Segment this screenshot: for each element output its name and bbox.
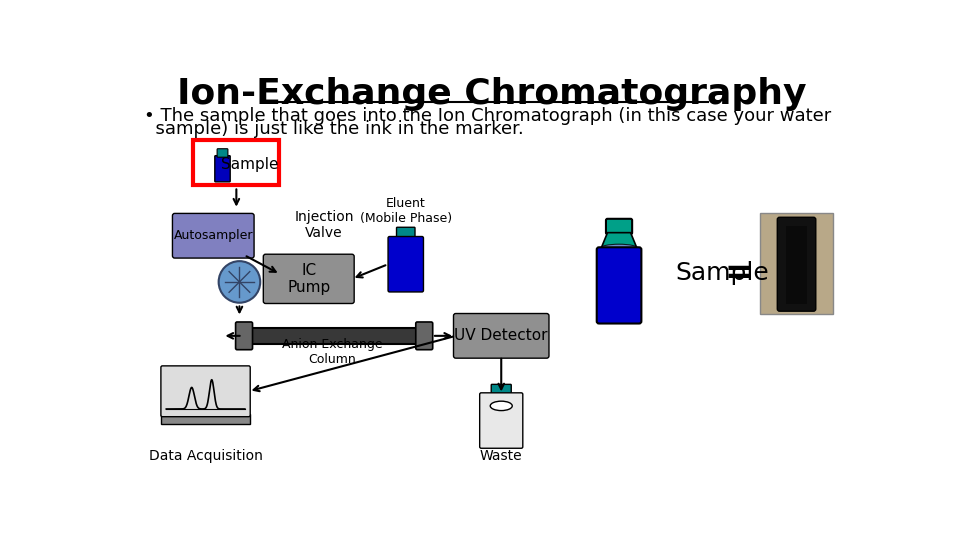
Text: Waste: Waste (480, 449, 522, 463)
FancyBboxPatch shape (217, 148, 228, 157)
FancyBboxPatch shape (173, 213, 254, 258)
Text: Eluent
(Mobile Phase): Eluent (Mobile Phase) (360, 197, 452, 225)
Text: =: = (725, 256, 753, 289)
Text: Sample: Sample (675, 261, 769, 285)
FancyBboxPatch shape (778, 217, 816, 311)
FancyBboxPatch shape (597, 247, 641, 323)
Bar (760, 213, 833, 314)
FancyBboxPatch shape (416, 322, 433, 350)
Text: Sample: Sample (222, 157, 279, 172)
Bar (161, 414, 251, 424)
Ellipse shape (601, 244, 637, 252)
FancyBboxPatch shape (606, 219, 632, 234)
Text: • The sample that goes into the Ion Chromatograph (in this case your water: • The sample that goes into the Ion Chro… (144, 106, 831, 125)
Text: IC
Pump: IC Pump (287, 262, 330, 295)
FancyBboxPatch shape (215, 156, 230, 182)
Text: Data Acquisition: Data Acquisition (149, 449, 262, 463)
Text: Anion Exchange
Column: Anion Exchange Column (281, 338, 382, 366)
FancyBboxPatch shape (235, 322, 252, 350)
Bar (244, 328, 424, 343)
Ellipse shape (491, 401, 513, 410)
FancyBboxPatch shape (492, 384, 512, 395)
Text: UV Detector: UV Detector (454, 328, 548, 343)
FancyBboxPatch shape (161, 366, 251, 417)
Polygon shape (601, 233, 637, 249)
FancyBboxPatch shape (263, 254, 354, 303)
Circle shape (219, 261, 260, 303)
Bar (785, 226, 807, 304)
FancyBboxPatch shape (388, 237, 423, 292)
Text: sample) is just like the ink in the marker.: sample) is just like the ink in the mark… (144, 120, 524, 138)
Text: Injection
Valve: Injection Valve (295, 210, 354, 240)
FancyBboxPatch shape (480, 393, 523, 448)
Text: Ion-Exchange Chromatography: Ion-Exchange Chromatography (178, 77, 806, 111)
Text: Autosampler: Autosampler (174, 230, 253, 242)
Bar (193, 140, 279, 185)
FancyBboxPatch shape (396, 227, 415, 239)
FancyBboxPatch shape (453, 314, 549, 358)
